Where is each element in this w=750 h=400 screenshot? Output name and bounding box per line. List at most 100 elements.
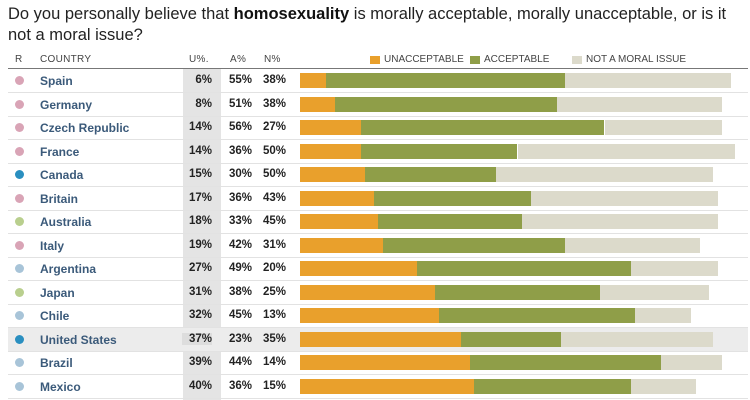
bar-acceptable: [439, 308, 635, 323]
bar-not-a-moral-issue: [630, 261, 718, 276]
country-name: Japan: [40, 285, 75, 300]
pct-u: 40%: [188, 379, 212, 392]
region-dot: [15, 311, 24, 320]
bar-acceptable: [460, 331, 561, 347]
pct-n: 13%: [262, 309, 286, 321]
pct-a: 45%: [228, 309, 252, 321]
pct-u: 14%: [188, 144, 212, 157]
bar-not-a-moral-issue: [561, 331, 714, 347]
region-dot: [15, 99, 24, 109]
country-name: Mexico: [40, 379, 81, 394]
bar-unacceptable: [300, 96, 335, 112]
bar-not-a-moral-issue: [634, 308, 692, 323]
table-row: Australia 18% 33% 45%: [8, 210, 748, 234]
pct-u: 17%: [188, 191, 212, 204]
bar-unacceptable: [300, 214, 379, 229]
legend-label: UNACCEPTABLE: [384, 54, 464, 65]
bar-unacceptable: [300, 331, 461, 347]
bar-not-a-moral-issue: [565, 237, 701, 253]
region-dot: [15, 287, 24, 297]
bar-unacceptable: [300, 284, 435, 300]
pct-a: 33%: [228, 215, 252, 227]
pct-u: 31%: [188, 285, 212, 298]
region-dot: [15, 240, 24, 250]
pct-u: 37%: [182, 332, 212, 345]
bar-unacceptable: [300, 261, 418, 276]
bar-unacceptable: [300, 143, 361, 159]
bar-unacceptable: [300, 237, 383, 253]
pct-a: 42%: [228, 238, 252, 251]
bar-unacceptable: [300, 190, 374, 206]
pct-u: 6%: [195, 74, 212, 86]
pct-u: 8%: [195, 97, 212, 110]
pct-u: 39%: [188, 356, 212, 368]
table-row: Canada 15% 30% 50%: [8, 163, 748, 187]
bar-not-a-moral-issue: [604, 120, 722, 135]
pct-u: 27%: [188, 262, 212, 274]
pct-n: 14%: [262, 356, 286, 368]
header-not-moral: N%: [264, 54, 281, 65]
pct-n: 50%: [262, 144, 286, 157]
legend-item: ACCEPTABLE: [470, 54, 549, 65]
pct-n: 38%: [262, 97, 286, 110]
bar-acceptable: [417, 261, 631, 276]
pct-u: 19%: [188, 238, 212, 251]
pct-a: 55%: [228, 74, 252, 86]
legend-swatch: [470, 55, 480, 64]
pct-a: 56%: [228, 121, 252, 133]
pct-a: 49%: [228, 262, 252, 274]
bar-acceptable: [474, 378, 631, 394]
bar-acceptable: [360, 143, 518, 159]
table-row: Italy 19% 42% 31%: [8, 234, 748, 258]
pct-u: 18%: [188, 215, 212, 227]
pct-n: 15%: [262, 379, 286, 392]
bar-not-a-moral-issue: [495, 167, 714, 182]
country-name: Canada: [40, 168, 84, 182]
bar-unacceptable: [300, 378, 474, 394]
pct-n: 20%: [262, 262, 286, 274]
bar-unacceptable: [300, 120, 361, 135]
country-name: Czech Republic: [40, 121, 130, 135]
country-name: Australia: [40, 215, 92, 229]
region-dot: [15, 170, 24, 179]
pct-n: 35%: [262, 332, 286, 345]
pct-n: 25%: [262, 285, 286, 298]
bar-acceptable: [469, 355, 662, 370]
bar-not-a-moral-issue: [530, 190, 718, 206]
legend-swatch: [370, 55, 380, 64]
table-row: Spain 6% 55% 38%: [8, 69, 748, 93]
bar-acceptable: [365, 167, 496, 182]
bar-acceptable: [334, 96, 557, 112]
country-name: Chile: [40, 309, 70, 323]
legend-item: NOT A MORAL ISSUE: [572, 54, 686, 65]
bar-unacceptable: [300, 73, 327, 88]
pct-a: 44%: [228, 356, 252, 368]
pct-n: 43%: [262, 191, 286, 204]
legend-item: UNACCEPTABLE: [370, 54, 464, 65]
bar-not-a-moral-issue: [521, 214, 718, 229]
header-rank: R: [15, 54, 23, 65]
pct-u: 14%: [188, 121, 212, 133]
pct-a: 23%: [228, 332, 252, 345]
country-name: Spain: [40, 74, 73, 88]
region-dot: [15, 358, 24, 367]
pct-a: 36%: [228, 144, 252, 157]
bar-unacceptable: [300, 355, 470, 370]
table-row: Britain 17% 36% 43%: [8, 187, 748, 211]
bar-acceptable: [378, 214, 522, 229]
region-dot: [15, 76, 24, 85]
header-country: COUNTRY: [40, 54, 92, 65]
pct-n: 27%: [262, 121, 286, 133]
header-acceptable: A%: [230, 54, 247, 65]
pct-a: 36%: [228, 191, 252, 204]
region-dot: [15, 217, 24, 226]
table-row: Argentina 27% 49% 20%: [8, 257, 748, 281]
pct-a: 51%: [228, 97, 252, 110]
table-row: Mexico 40% 36% 15%: [8, 375, 748, 399]
pct-u: 32%: [188, 309, 212, 321]
legend-swatch: [572, 55, 582, 64]
pct-u: 15%: [188, 168, 212, 180]
pct-n: 45%: [262, 215, 286, 227]
bar-not-a-moral-issue: [556, 96, 722, 112]
legend-label: ACCEPTABLE: [484, 54, 550, 65]
